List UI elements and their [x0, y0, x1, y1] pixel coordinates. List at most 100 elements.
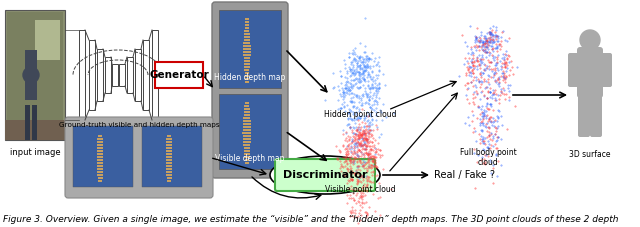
- Bar: [166, 162, 172, 164]
- Bar: [244, 32, 250, 35]
- Text: Figure 3. Overview. Given a single image, we estimate the “visible” and the “hid: Figure 3. Overview. Given a single image…: [3, 215, 618, 224]
- Bar: [244, 69, 250, 71]
- Bar: [244, 104, 250, 107]
- Text: 3D surface: 3D surface: [569, 150, 611, 159]
- Text: Hidden point cloud: Hidden point cloud: [324, 110, 396, 119]
- Bar: [97, 159, 104, 161]
- Bar: [166, 180, 172, 182]
- Bar: [244, 35, 250, 38]
- Bar: [244, 111, 250, 113]
- Bar: [244, 24, 249, 26]
- FancyBboxPatch shape: [65, 117, 213, 198]
- Text: Hidden depth map: Hidden depth map: [214, 73, 285, 82]
- Bar: [243, 47, 251, 50]
- Bar: [166, 150, 172, 152]
- Bar: [5, 10, 65, 140]
- Bar: [244, 146, 250, 149]
- FancyBboxPatch shape: [577, 47, 603, 98]
- FancyBboxPatch shape: [578, 93, 590, 137]
- Bar: [166, 144, 172, 146]
- Bar: [79, 30, 85, 120]
- Bar: [32, 105, 37, 140]
- Bar: [98, 180, 102, 182]
- Text: input image: input image: [10, 148, 60, 157]
- Bar: [244, 66, 250, 68]
- Bar: [243, 54, 250, 56]
- Bar: [166, 168, 172, 170]
- FancyBboxPatch shape: [590, 93, 602, 137]
- Bar: [97, 165, 103, 167]
- Bar: [97, 153, 103, 155]
- Text: Generator: Generator: [149, 70, 209, 80]
- Text: Discriminator: Discriminator: [283, 170, 367, 180]
- Text: Ground-truth visible and hidden depth maps: Ground-truth visible and hidden depth ma…: [59, 122, 220, 128]
- Bar: [166, 165, 172, 167]
- Bar: [166, 171, 172, 173]
- Text: Visible depth map: Visible depth map: [215, 154, 285, 163]
- Bar: [89, 40, 95, 110]
- Bar: [97, 168, 103, 170]
- Bar: [143, 40, 149, 110]
- Bar: [219, 94, 281, 169]
- Bar: [243, 123, 251, 125]
- Circle shape: [23, 67, 39, 83]
- Bar: [244, 161, 249, 164]
- Bar: [97, 135, 102, 137]
- Bar: [243, 138, 251, 140]
- Bar: [243, 44, 251, 47]
- FancyBboxPatch shape: [568, 53, 580, 87]
- Bar: [243, 135, 251, 137]
- Bar: [244, 72, 249, 74]
- Bar: [127, 57, 133, 93]
- Bar: [25, 105, 30, 140]
- Bar: [97, 177, 102, 179]
- Bar: [166, 174, 172, 176]
- Bar: [97, 141, 102, 143]
- Bar: [244, 153, 250, 155]
- FancyBboxPatch shape: [600, 53, 612, 87]
- Bar: [244, 108, 250, 110]
- Bar: [243, 126, 251, 128]
- Bar: [97, 150, 103, 152]
- Bar: [244, 30, 250, 32]
- Bar: [166, 147, 172, 149]
- Bar: [245, 77, 249, 80]
- Bar: [243, 119, 251, 122]
- Bar: [245, 74, 249, 77]
- Bar: [97, 147, 103, 149]
- Bar: [244, 101, 249, 104]
- Circle shape: [580, 30, 600, 50]
- Bar: [25, 50, 37, 100]
- Bar: [166, 177, 172, 179]
- Bar: [244, 158, 250, 161]
- Bar: [244, 27, 249, 29]
- Bar: [245, 81, 248, 83]
- Bar: [97, 156, 104, 158]
- Bar: [97, 138, 102, 140]
- Bar: [243, 131, 252, 134]
- Bar: [244, 114, 250, 116]
- Bar: [243, 143, 250, 146]
- Bar: [219, 10, 281, 88]
- Bar: [35, 20, 60, 60]
- Bar: [97, 49, 103, 101]
- Ellipse shape: [270, 156, 380, 194]
- Bar: [7, 12, 63, 138]
- Bar: [105, 57, 111, 93]
- Bar: [166, 138, 172, 140]
- Bar: [152, 30, 158, 120]
- Bar: [245, 17, 248, 20]
- Bar: [112, 64, 118, 86]
- Bar: [166, 141, 172, 143]
- Bar: [166, 156, 172, 158]
- Bar: [243, 50, 251, 53]
- Bar: [5, 120, 65, 140]
- Bar: [244, 59, 250, 62]
- Bar: [142, 126, 202, 187]
- Bar: [244, 155, 250, 158]
- Bar: [244, 39, 250, 41]
- Bar: [135, 49, 141, 101]
- Bar: [166, 135, 172, 137]
- Bar: [97, 144, 103, 146]
- Bar: [244, 150, 250, 152]
